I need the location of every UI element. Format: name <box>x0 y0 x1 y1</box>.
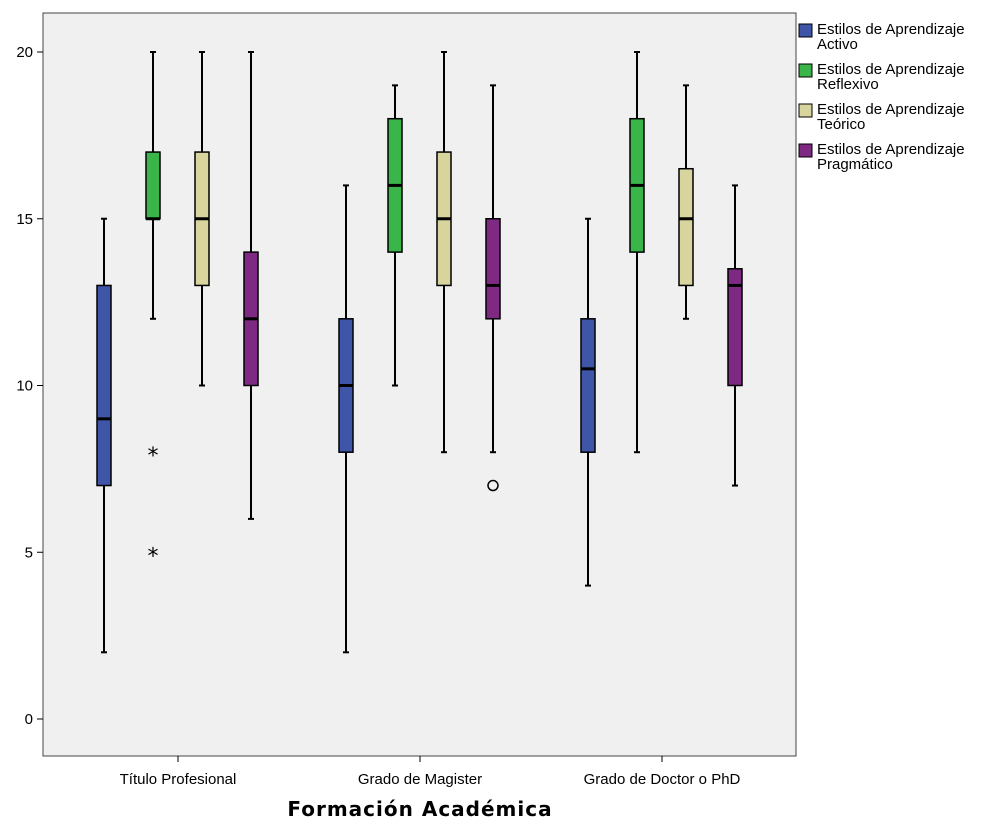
legend-label-line2: Teórico <box>817 116 865 133</box>
legend-label-line2: Activo <box>817 36 858 53</box>
x-axis: Título Profesional Grado de Magister Grado… <box>120 756 741 788</box>
box-1-1 <box>96 217 112 654</box>
box-4-3 <box>727 184 743 487</box>
box-body <box>485 218 501 320</box>
y-axis: 0 5 10 15 20 <box>16 44 43 728</box>
legend-label-line1: Estilos de Aprendizaje <box>817 21 965 38</box>
outlier-extreme: * <box>148 444 159 469</box>
legend-swatch <box>798 23 813 38</box>
box-body <box>145 151 161 220</box>
plot-area <box>42 12 797 757</box>
box-body <box>580 318 596 453</box>
box-2-2 <box>387 84 403 387</box>
box-3-1 <box>194 51 210 387</box>
x-category-label: Título Profesional <box>120 771 237 788</box>
box-body <box>727 268 743 387</box>
y-tick-label: 10 <box>16 378 33 395</box>
box-3-2 <box>436 51 452 454</box>
x-category-label: Grado de Doctor o PhD <box>584 771 741 788</box>
legend-label-line1: Estilos de Aprendizaje <box>817 61 965 78</box>
x-category-label: Grado de Magister <box>358 771 482 788</box>
box-1-3 <box>580 217 596 587</box>
box-body <box>678 167 694 287</box>
outlier-extreme: * <box>148 544 159 569</box>
box-4-2 <box>485 84 501 492</box>
box-group: ** <box>96 51 743 654</box>
legend-label-line1: Estilos de Aprendizaje <box>817 101 965 118</box>
legend-label-line1: Estilos de Aprendizaje <box>817 141 965 158</box>
y-tick-label: 15 <box>16 211 33 228</box>
y-tick-label: 0 <box>25 711 33 728</box>
x-axis-title: Formación Académica <box>287 797 552 821</box>
legend-swatch <box>798 103 813 118</box>
y-tick-label: 20 <box>16 44 33 61</box>
y-tick-label: 5 <box>25 544 33 561</box>
box-3-3 <box>678 84 694 320</box>
outlier-point <box>487 479 499 492</box>
box-2-1: ** <box>145 51 161 569</box>
legend-label-line2: Pragmático <box>817 156 893 173</box>
box-body <box>96 284 112 487</box>
box-4-1 <box>243 51 259 520</box>
box-1-2 <box>338 184 354 654</box>
legend-swatch <box>798 143 813 158</box>
legend-swatch <box>798 63 813 78</box>
legend-label-line2: Reflexivo <box>817 76 879 93</box>
box-2-3 <box>629 51 645 454</box>
